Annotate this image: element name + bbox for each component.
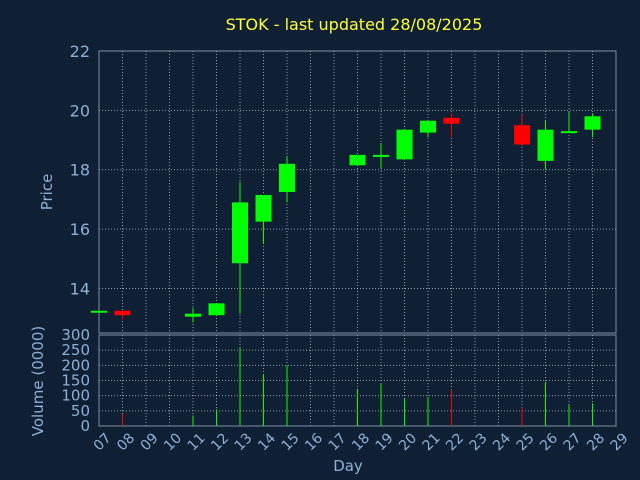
volume-tick-label: 100 [61, 387, 90, 405]
candle-body [255, 194, 272, 222]
candlestick-series [91, 111, 601, 323]
candle-body [373, 154, 389, 157]
price-tick-label: 18 [70, 161, 90, 180]
price-tick-label: 16 [70, 220, 90, 239]
volume-tick-label: 50 [71, 402, 90, 420]
price-grid [98, 50, 617, 333]
price-panel: 14 16 18 20 22 Price [38, 42, 617, 334]
volume-tick-label: 200 [61, 356, 90, 374]
candle-body [514, 125, 530, 145]
candle-body [443, 117, 460, 124]
price-axis-label: Price [38, 174, 56, 211]
candle-body [537, 129, 554, 161]
candle-body [584, 116, 601, 130]
candle-body [279, 163, 295, 192]
price-tick-label: 20 [70, 101, 90, 120]
price-axis: 14 16 18 20 22 [70, 42, 90, 298]
chart-title: STOK - last updated 28/08/2025 [226, 15, 483, 34]
candle-body [185, 313, 201, 317]
volume-tick-label: 250 [61, 341, 90, 359]
volume-series [122, 347, 593, 426]
day-axis: 07 08 09 10 11 12 13 14 15 16 17 18 19 20 21 22 23 24 25 26… [91, 430, 632, 454]
candle-body [396, 129, 413, 160]
volume-axis-label: Volume (0000) [29, 326, 47, 436]
volume-tick-label: 300 [61, 326, 90, 344]
candle-body [208, 303, 225, 316]
volume-tick-label: 150 [61, 372, 90, 390]
price-plot-frame [98, 50, 617, 334]
volume-tick-label: 0 [80, 417, 90, 435]
day-axis-label: Day [333, 457, 363, 475]
candle-body [91, 310, 107, 313]
candle-body [114, 310, 131, 316]
price-tick-label: 14 [70, 279, 90, 298]
price-tick-label: 22 [70, 42, 90, 61]
candle-body [232, 202, 248, 264]
candle-body [561, 131, 577, 134]
candle-body [420, 120, 436, 133]
candle-body [349, 154, 366, 166]
